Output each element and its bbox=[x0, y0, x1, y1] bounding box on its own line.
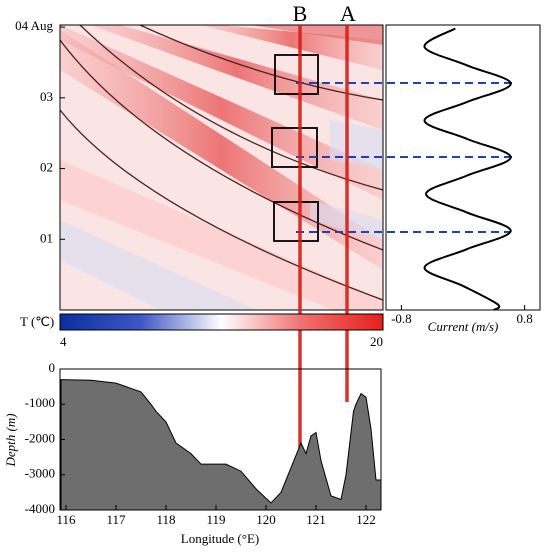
x-tick-label: 121 bbox=[306, 512, 326, 527]
x-tick-label: 0.8 bbox=[516, 311, 532, 326]
colorbar-tick-label: 20 bbox=[370, 334, 383, 349]
heatmap-image bbox=[60, 25, 383, 310]
y-tick-label: -4000 bbox=[25, 501, 55, 516]
colorbar bbox=[59, 313, 384, 331]
heatmap-frame bbox=[59, 24, 384, 311]
colorbar-label: T (℃) bbox=[20, 314, 54, 329]
y-tick-label: 0 bbox=[49, 360, 56, 375]
dashed-links bbox=[296, 82, 517, 233]
x-tick-label: 119 bbox=[206, 512, 225, 527]
y-tick-label: 04 Aug bbox=[15, 18, 53, 33]
section-lines bbox=[298, 25, 349, 452]
x-tick-label: 118 bbox=[156, 512, 175, 527]
annotation: A bbox=[340, 1, 356, 26]
current-frame bbox=[385, 24, 541, 311]
y-tick-label: 03 bbox=[40, 89, 53, 104]
y-tick-label: -3000 bbox=[25, 466, 55, 481]
boxes bbox=[271, 54, 319, 242]
current-line bbox=[423, 27, 512, 311]
x-tick-label: 122 bbox=[356, 512, 376, 527]
x-tick-label: 120 bbox=[256, 512, 276, 527]
y-axis-label: Depth (m) bbox=[3, 413, 18, 467]
annotation: B bbox=[293, 1, 308, 26]
x-tick-label: -0.8 bbox=[391, 311, 412, 326]
x-tick-label: 117 bbox=[106, 512, 126, 527]
colorbar-tick-label: 4 bbox=[60, 334, 67, 349]
x-axis-label: Current (m/s) bbox=[428, 319, 499, 334]
y-tick-label: 01 bbox=[40, 230, 53, 245]
x-tick-label: 116 bbox=[56, 512, 76, 527]
bathymetry bbox=[60, 379, 382, 511]
y-tick-label: -1000 bbox=[25, 395, 55, 410]
y-tick-label: -2000 bbox=[25, 430, 55, 445]
y-tick-label: 02 bbox=[40, 160, 53, 175]
x-axis-label: Longitude (°E) bbox=[181, 531, 259, 546]
